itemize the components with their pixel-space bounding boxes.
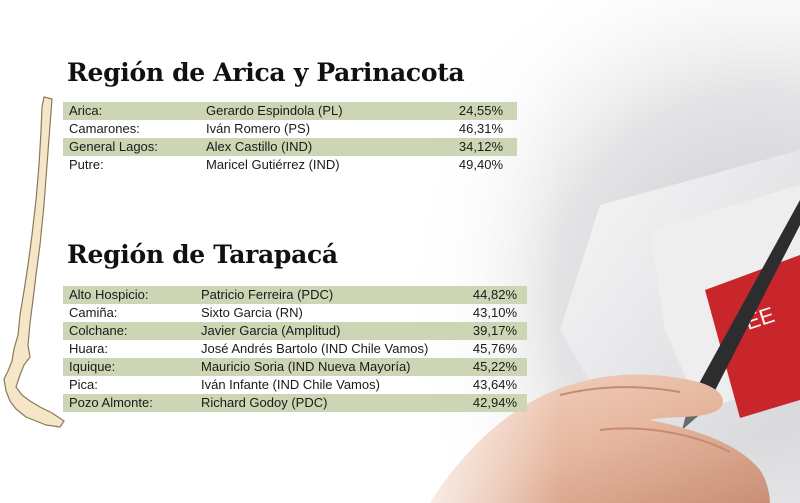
candidate: Patricio Ferreira (PDC)	[201, 287, 334, 302]
municipality: Colchane:	[69, 323, 128, 338]
vote-percent: 43,10%	[472, 305, 517, 320]
table-row: Pozo Almonte: Richard Godoy (PDC) 42,94%	[63, 394, 527, 412]
vote-percent: 39,17%	[472, 323, 517, 338]
municipality: Pica:	[69, 377, 98, 392]
candidate: Richard Godoy (PDC)	[201, 395, 328, 410]
municipality: Arica:	[69, 103, 103, 118]
table-row: Camarones: Iván Romero (PS) 46,31%	[63, 120, 517, 138]
municipality: Putre:	[69, 157, 104, 172]
table-row: Camiña: Sixto Garcia (RN) 43,10%	[63, 304, 527, 322]
region-title-arica-parinacota: Región de Arica y Parinacota	[67, 58, 465, 87]
region-title-tarapaca: Región de Tarapacá	[67, 240, 338, 269]
results-table-arica-parinacota: Arica: Gerardo Espindola (PL) 24,55% Cam…	[63, 102, 517, 174]
vote-percent: 44,82%	[472, 287, 517, 302]
chile-map-icon	[3, 96, 65, 428]
municipality: Pozo Almonte:	[69, 395, 153, 410]
candidate: Gerardo Espindola (PL)	[206, 103, 343, 118]
candidate: Javier Garcia (Amplitud)	[201, 323, 341, 338]
table-row: General Lagos: Alex Castillo (IND) 34,12…	[63, 138, 517, 156]
vote-percent: 46,31%	[458, 121, 503, 136]
results-table-tarapaca: Alto Hospicio: Patricio Ferreira (PDC) 4…	[63, 286, 527, 412]
vote-percent: 42,94%	[472, 395, 517, 410]
candidate: Mauricio Soria (IND Nueva Mayoría)	[201, 359, 411, 374]
vote-percent: 43,64%	[472, 377, 517, 392]
table-row: Huara: José Andrés Bartolo (IND Chile Va…	[63, 340, 527, 358]
municipality: Iquique:	[69, 359, 116, 374]
table-row: Alto Hospicio: Patricio Ferreira (PDC) 4…	[63, 286, 527, 304]
candidate: Maricel Gutiérrez (IND)	[206, 157, 340, 172]
table-row: Putre: Maricel Gutiérrez (IND) 49,40%	[63, 156, 517, 174]
candidate: José Andrés Bartolo (IND Chile Vamos)	[201, 341, 429, 356]
candidate: Iván Infante (IND Chile Vamos)	[201, 377, 380, 392]
table-row: Pica: Iván Infante (IND Chile Vamos) 43,…	[63, 376, 527, 394]
vote-percent: 45,76%	[472, 341, 517, 356]
table-row: Colchane: Javier Garcia (Amplitud) 39,17…	[63, 322, 527, 340]
municipality: General Lagos:	[69, 139, 158, 154]
table-row: Iquique: Mauricio Soria (IND Nueva Mayor…	[63, 358, 527, 376]
vote-percent: 24,55%	[458, 103, 503, 118]
municipality: Alto Hospicio:	[69, 287, 149, 302]
municipality: Camiña:	[69, 305, 118, 320]
candidate: Sixto Garcia (RN)	[201, 305, 303, 320]
vote-percent: 49,40%	[458, 157, 503, 172]
municipality: Huara:	[69, 341, 109, 356]
vote-percent: 34,12%	[458, 139, 503, 154]
municipality: Camarones:	[69, 121, 140, 136]
candidate: Iván Romero (PS)	[206, 121, 311, 136]
vote-percent: 45,22%	[472, 359, 517, 374]
candidate: Alex Castillo (IND)	[206, 139, 313, 154]
table-row: Arica: Gerardo Espindola (PL) 24,55%	[63, 102, 517, 120]
